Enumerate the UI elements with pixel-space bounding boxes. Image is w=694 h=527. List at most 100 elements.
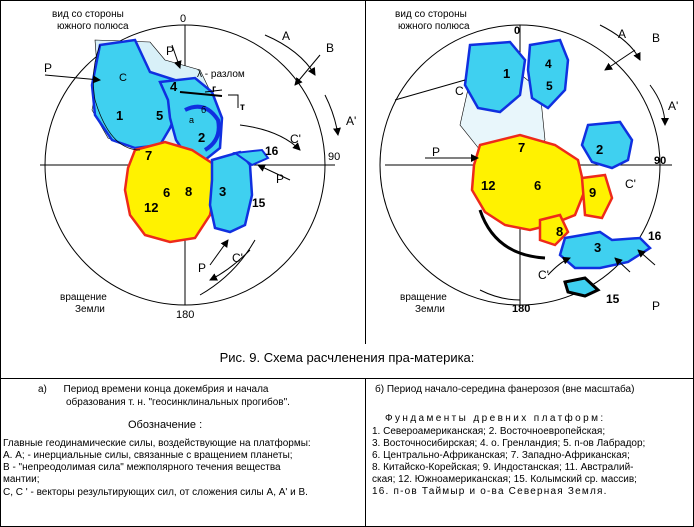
left-num-1: 1 (116, 108, 123, 123)
platforms-line-4: 8. Китайско-Корейская; 9. Индостанская; … (372, 462, 634, 473)
platforms-line-3: 6. Центрально-Африканская; 7. Западно-Аф… (372, 450, 630, 461)
left-view-label-2: южного полюса (57, 21, 129, 32)
left-num-2: 2 (198, 130, 205, 145)
right-label-c: C (455, 84, 464, 98)
subcaption-a-line-1: а) Период времени конца докембрия и нача… (38, 384, 269, 395)
subcaption-b: б) Период начало-середина фанерозоя (вне… (375, 384, 635, 395)
panel-divider (365, 0, 366, 344)
left-arrow-p4 (209, 239, 229, 266)
left-num-15: 15 (252, 196, 266, 210)
legend-line-4: мантии; (3, 474, 40, 485)
left-num-7: 7 (145, 148, 152, 163)
right-deg-bottom: 180 (512, 303, 530, 315)
right-num-4: 4 (545, 57, 552, 71)
right-platform-1 (463, 40, 527, 114)
platforms-line-1: 1. Североамериканская; 2. Восточноевропе… (372, 426, 606, 437)
left-platform-16 (232, 148, 270, 167)
right-black-arc (478, 209, 546, 260)
legend-line-2: А. А; - инерциальные силы, связанные с в… (3, 450, 293, 461)
left-label-p3: P (276, 172, 284, 186)
left-platform-2-rim (184, 104, 221, 152)
left-deg-right: 90 (328, 151, 340, 163)
left-num-5: 5 (156, 108, 163, 123)
right-line-c (394, 79, 466, 101)
right-num-6: 6 (534, 178, 541, 193)
left-label-b: B (326, 41, 334, 55)
left-arrow-a1 (324, 94, 341, 136)
left-arrow-a (264, 34, 316, 76)
right-rotation-2: Земли (415, 304, 445, 315)
right-label-c1-upper: C' (625, 177, 636, 191)
legend-title: Обозначение : (128, 419, 203, 431)
right-deg-top: 0 (514, 25, 520, 37)
left-deg-bottom: 180 (176, 309, 194, 321)
left-label-c1-lower: C' (232, 251, 243, 265)
right-rotation-arc (479, 289, 521, 301)
right-platform-3-16 (558, 230, 652, 270)
left-label-p4: P (198, 261, 206, 275)
right-num-7: 7 (518, 140, 525, 155)
left-label-p2: P (166, 44, 174, 58)
right-label-b: B (652, 31, 660, 45)
text-column-divider (365, 378, 366, 527)
left-letter-b: б (201, 105, 206, 115)
right-num-9: 9 (589, 185, 596, 200)
left-lambda-label: λ - разлом (197, 69, 245, 80)
right-arrow-p2 (614, 257, 631, 273)
left-letter-t: т (240, 102, 245, 113)
right-num-1: 1 (503, 66, 510, 81)
left-outline (93, 44, 141, 151)
left-label-c1-upper: C' (290, 132, 301, 146)
left-num-16: 16 (265, 144, 279, 158)
left-deg-top: 0 (180, 13, 186, 25)
legend-line-1: Главные геодинамические силы, воздейству… (3, 438, 311, 449)
platforms-line-2: 3. Восточносибирская; 4. о. Гренландия; … (372, 438, 646, 449)
left-arrow-p2 (171, 44, 182, 69)
left-num-4: 4 (170, 79, 178, 94)
right-platform-9 (580, 173, 614, 220)
left-label-a: A (282, 29, 290, 43)
left-num-12: 12 (144, 200, 158, 215)
right-rotation-1: вращение (400, 292, 447, 303)
right-label-c1-lower: C' (538, 268, 549, 282)
right-view-label-1: вид со стороны (395, 9, 467, 20)
legend-line-5: С, С ' - векторы результирующих сил, от … (3, 487, 308, 498)
right-label-a: A (618, 27, 626, 41)
left-platform-3 (208, 150, 254, 234)
right-num-16: 16 (648, 229, 662, 243)
subcaption-a-line-2: образования т. н. "геосинклинальных прог… (66, 397, 290, 408)
platforms-line-6: 16. п-ов Таймыр и о-ва Северная Земля. (372, 486, 608, 497)
right-arrow-b (604, 49, 636, 71)
left-label-a1: A' (346, 114, 356, 128)
right-platform-2 (580, 120, 634, 170)
left-view-label-1: вид со стороны (52, 9, 124, 20)
figure-caption: Рис. 9. Схема расчленения пра-материка: (219, 350, 475, 365)
left-platform-1 (90, 38, 182, 150)
platforms-line-5: ская; 12. Южноамериканская; 15. Колымски… (372, 474, 637, 485)
left-letter-g: г (212, 84, 216, 95)
legend-line-3: В - "непреодолимая сила" межполярного те… (3, 462, 281, 473)
left-label-p1: P (44, 61, 52, 75)
right-label-p2: P (652, 299, 660, 313)
right-platform-4-5 (526, 38, 570, 110)
right-arrow-p3 (637, 249, 656, 266)
left-panel (40, 24, 341, 306)
right-platform-8 (538, 213, 570, 247)
right-num-2: 2 (596, 142, 603, 157)
left-label-c: C (119, 72, 127, 84)
left-letter-a: а (189, 115, 194, 125)
right-label-a1: A' (668, 99, 678, 113)
left-rotation-2: Земли (75, 304, 105, 315)
right-num-12: 12 (481, 178, 495, 193)
text-divider (0, 378, 694, 379)
platforms-title: Фундаменты древних платформ: (385, 413, 606, 424)
right-arrow-c1 (547, 256, 571, 276)
right-view-label-2: южного полюса (398, 21, 470, 32)
right-num-5: 5 (546, 79, 553, 93)
left-arrow-p3 (257, 164, 291, 181)
left-arrow-b (294, 54, 321, 86)
left-num-6: 6 (163, 185, 170, 200)
left-arrow-p1 (44, 74, 101, 84)
right-num-15: 15 (606, 292, 620, 306)
